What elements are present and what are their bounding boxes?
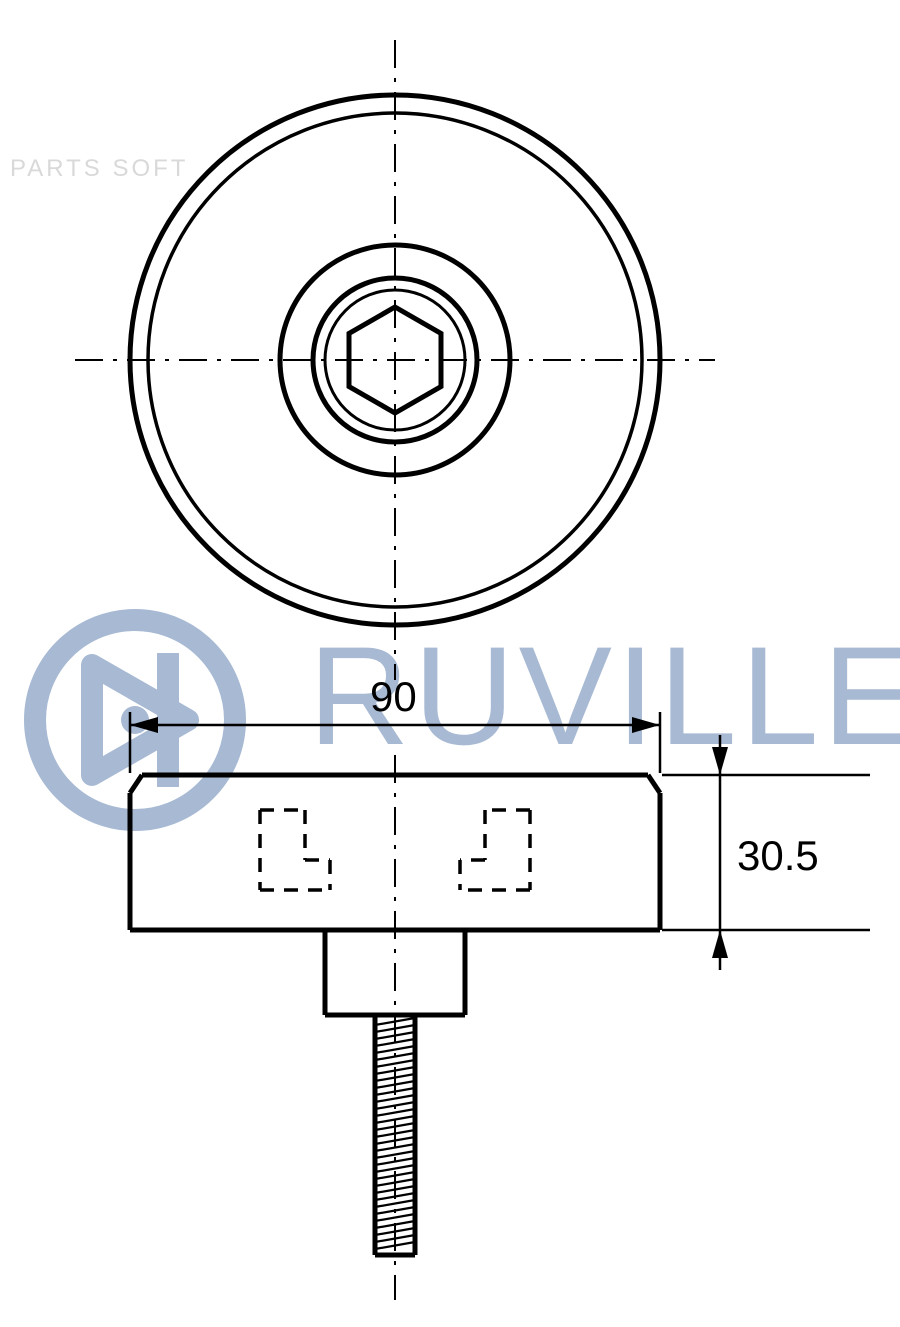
diagram-canvas: RUVILLE PARTS SOFT	[0, 0, 900, 1327]
side-view	[130, 755, 660, 1300]
dimension-width-value: 90	[370, 673, 417, 721]
dimension-height-value: 30.5	[737, 832, 819, 880]
technical-drawing	[0, 0, 900, 1327]
top-view	[75, 40, 715, 680]
bolt-threads	[375, 1018, 415, 1249]
